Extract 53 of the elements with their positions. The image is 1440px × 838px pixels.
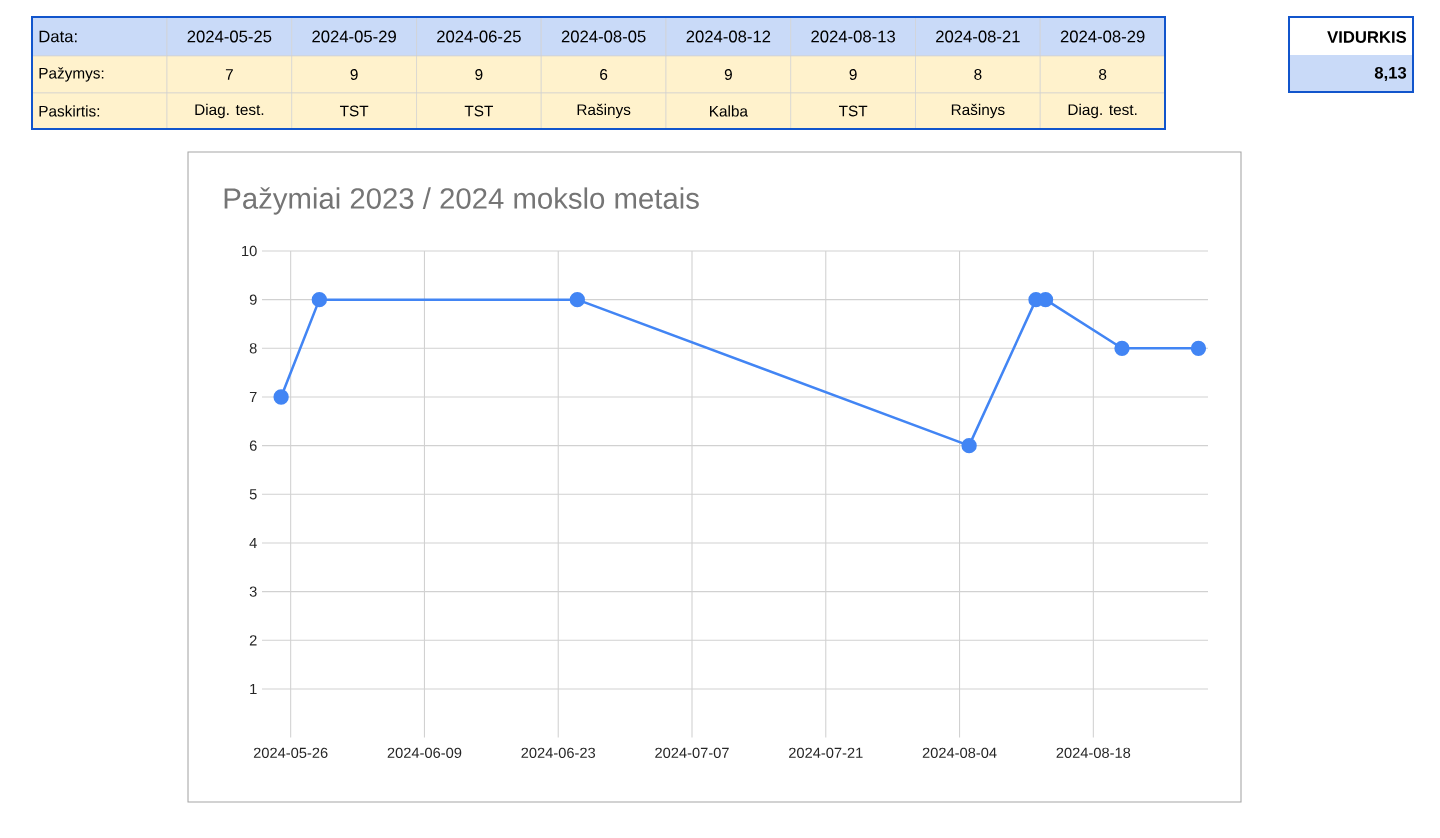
chart-title: Pažymiai 2023 / 2024 mokslo metais [224,187,699,215]
point [311,291,328,308]
y-tick-label: 2 [249,635,257,646]
text: TST [464,105,494,117]
y-tick-label: 9 [249,294,257,305]
text: 9 [849,69,857,80]
text: 2024-05-25 [187,30,272,43]
text: 2024-08-29 [1060,30,1145,43]
y-tick-label: 10 [242,245,257,257]
text: Rašinys [951,103,1005,119]
text: Rašinys [577,103,631,119]
y-tick-label: 8 [249,343,257,354]
text: TST [339,105,369,117]
text: TST [838,105,868,117]
point [1190,340,1207,356]
text: 2024-08-05 [561,30,646,43]
text: VIDURKIS [1327,31,1407,43]
text: 9 [724,69,732,80]
y-tick-label: 6 [249,440,257,451]
x-tick-label: 2024-08-04 [922,747,997,759]
y-tick-label: 7 [249,391,257,403]
point [961,437,977,454]
text: 7 [225,69,233,80]
point [569,291,586,308]
x-tick-label: 2024-05-26 [253,747,328,759]
text: Paskirtis: [39,105,100,117]
point [273,389,289,405]
text: Pažymys: [39,67,104,82]
text: 8,13 [1374,66,1407,82]
text: Data: [39,30,77,43]
text: 2024-08-12 [686,30,771,43]
x-tick-label: 2024-08-18 [1056,747,1131,759]
text: 2024-08-13 [811,30,895,43]
x-tick-label: 2024-06-09 [387,747,462,759]
y-tick-label: 4 [249,537,257,548]
text: Diag. test. [1068,103,1137,119]
text: 6 [600,69,608,80]
x-tick-label: 2024-07-21 [789,747,863,759]
text: 2024-08-21 [936,30,1020,43]
y-tick-label: 3 [249,586,257,597]
y-tick-label: 5 [249,489,257,500]
x-tick-label: 2024-07-07 [655,747,729,759]
text: Kalba [710,105,748,117]
text: 9 [350,69,358,80]
text: 8 [1099,69,1107,80]
x-tick-label: 2024-06-23 [521,747,596,759]
text: 8 [974,69,982,80]
text: Diag. test. [195,103,264,119]
y-tick-label: 1 [250,683,257,694]
text: 2024-05-29 [312,30,396,43]
text: 2024-06-25 [437,30,521,43]
text: 9 [475,69,483,80]
point [1114,340,1130,356]
